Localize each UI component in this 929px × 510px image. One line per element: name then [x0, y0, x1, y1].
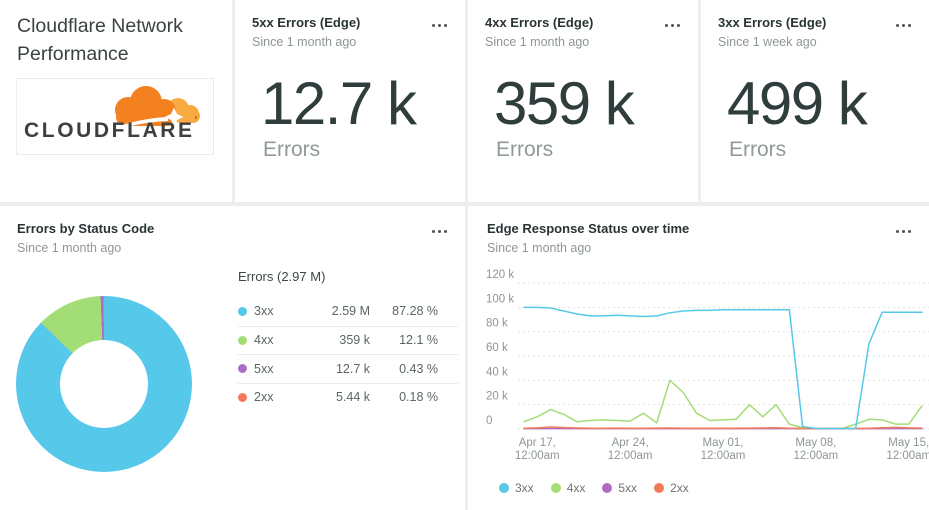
legend-label: 4xx — [566, 481, 586, 495]
donut-legend-table: Errors (2.97 M) 3xx 2.59 M 87.28 % 4xx 3… — [238, 269, 458, 411]
legend-item-5xx[interactable]: 5xx — [602, 481, 637, 495]
widget-menu-icon[interactable] — [432, 24, 447, 27]
svg-text:100 k: 100 k — [486, 293, 514, 305]
legend-item-4xx[interactable]: 4xx — [550, 481, 586, 495]
header-card: Cloudflare Network Performance CLOUDFLAR… — [0, 0, 232, 202]
series-dot-3xx — [238, 306, 247, 316]
cloudflare-wordmark: CLOUDFLARE’ — [24, 115, 198, 142]
legend-label: 5xx — [254, 361, 274, 376]
series-dot-2xx — [238, 392, 247, 402]
legend-row-5xx[interactable]: 5xx 12.7 k 0.43 % — [238, 354, 458, 383]
stat-unit-label: Errors — [263, 138, 321, 161]
widget-title: Errors by Status Code — [17, 221, 155, 236]
widget-title: Edge Response Status over time — [487, 221, 690, 236]
legend-percent: 0.18 % — [399, 390, 438, 405]
widget-title: 5xx Errors (Edge) — [252, 15, 361, 30]
legend-label: 2xx — [254, 390, 274, 405]
stat-unit-label: Errors — [496, 138, 554, 161]
svg-text:60 k: 60 k — [486, 342, 508, 354]
stat-unit-label: Errors — [729, 138, 787, 161]
svg-text:Apr 24,: Apr 24, — [612, 437, 649, 449]
line-chart-legend: 3xx 4xx 5xx 2xx — [499, 481, 689, 495]
widget-menu-icon[interactable] — [665, 24, 680, 27]
widget-timerange: Since 1 week ago — [718, 34, 817, 49]
widget-menu-icon[interactable] — [896, 230, 911, 233]
series-dot-5xx — [602, 483, 613, 493]
legend-percent: 0.43 % — [399, 361, 438, 376]
donut-card-errors-by-status: Errors by Status Code Since 1 month ago … — [0, 206, 465, 510]
svg-text:12:00am: 12:00am — [515, 450, 560, 462]
line-chart-card-edge-response: Edge Response Status over time Since 1 m… — [468, 206, 929, 510]
legend-percent: 12.1 % — [399, 333, 438, 348]
svg-text:80 k: 80 k — [486, 318, 508, 330]
donut-hole — [60, 340, 148, 428]
series-dot-4xx — [238, 335, 247, 345]
svg-text:May 15,: May 15, — [888, 437, 929, 449]
legend-row-3xx[interactable]: 3xx 2.59 M 87.28 % — [238, 297, 458, 326]
series-dot-2xx — [654, 483, 665, 493]
stat-card-3xx: 3xx Errors (Edge) Since 1 week ago 499 k… — [701, 0, 929, 202]
svg-text:12:00am: 12:00am — [608, 450, 653, 462]
donut-legend-header: Errors (2.97 M) — [238, 269, 326, 284]
widget-timerange: Since 1 month ago — [485, 34, 590, 49]
legend-label: 4xx — [254, 333, 274, 348]
series-dot-4xx — [550, 483, 561, 493]
legend-label: 3xx — [515, 481, 534, 495]
donut-chart[interactable] — [16, 296, 192, 472]
legend-value: 12.7 k — [335, 361, 370, 376]
legend-value: 359 k — [339, 333, 370, 348]
series-dot-3xx — [499, 483, 509, 493]
svg-text:12:00am: 12:00am — [886, 450, 929, 462]
legend-percent: 87.28 % — [392, 304, 438, 319]
widget-timerange: Since 1 month ago — [17, 240, 122, 255]
widget-menu-icon[interactable] — [896, 24, 911, 27]
stat-card-4xx: 4xx Errors (Edge) Since 1 month ago 359 … — [468, 0, 698, 202]
legend-value: 5.44 k — [335, 390, 370, 405]
legend-label: 2xx — [670, 481, 689, 495]
widget-title: 4xx Errors (Edge) — [485, 15, 594, 30]
svg-text:0: 0 — [486, 415, 492, 427]
svg-text:20 k: 20 k — [486, 391, 508, 403]
widget-timerange: Since 1 month ago — [487, 240, 592, 255]
series-dot-5xx — [238, 364, 247, 374]
legend-item-2xx[interactable]: 2xx — [654, 481, 689, 495]
legend-label: 5xx — [618, 481, 638, 495]
svg-text:12:00am: 12:00am — [793, 450, 838, 462]
cloudflare-logo: CLOUDFLARE’ — [16, 78, 214, 155]
widget-timerange: Since 1 month ago — [252, 34, 357, 49]
svg-text:40 k: 40 k — [486, 366, 508, 378]
cloudflare-cloud-icon — [112, 86, 200, 130]
svg-text:Apr 17,: Apr 17, — [519, 437, 556, 449]
stat-card-5xx: 5xx Errors (Edge) Since 1 month ago 12.7… — [235, 0, 465, 202]
cloudflare-trademark: ’ — [194, 115, 198, 125]
svg-text:May 01,: May 01, — [703, 437, 744, 449]
dashboard-title: Cloudflare Network Performance — [17, 15, 183, 65]
legend-row-4xx[interactable]: 4xx 359 k 12.1 % — [238, 325, 458, 355]
stat-value: 12.7 k — [261, 70, 417, 137]
legend-item-3xx[interactable]: 3xx — [499, 481, 534, 495]
widget-title: 3xx Errors (Edge) — [718, 15, 827, 30]
svg-text:120 k: 120 k — [486, 269, 514, 281]
svg-text:12:00am: 12:00am — [701, 450, 746, 462]
legend-row-2xx[interactable]: 2xx 5.44 k 0.18 % — [238, 382, 458, 412]
legend-label: 3xx — [254, 304, 274, 319]
stat-value: 499 k — [727, 70, 868, 137]
widget-menu-icon[interactable] — [432, 230, 447, 233]
svg-text:May 08,: May 08, — [795, 437, 836, 449]
stat-value: 359 k — [494, 70, 635, 137]
legend-value: 2.59 M — [331, 304, 370, 319]
